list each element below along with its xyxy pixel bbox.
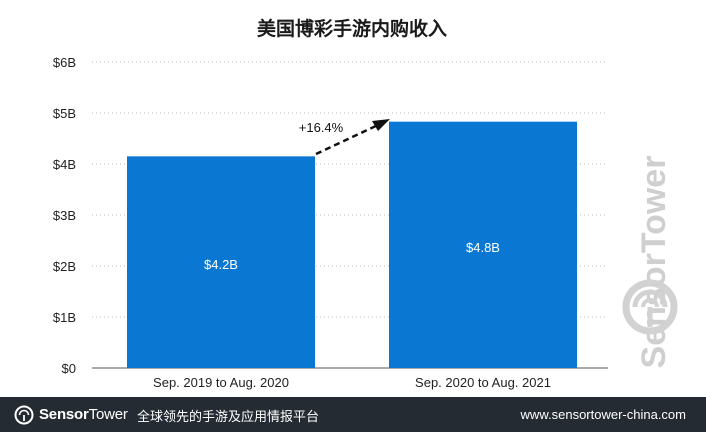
y-tick-label: $5B <box>53 106 76 121</box>
growth-label: +16.4% <box>299 120 344 135</box>
watermark-logo-icon <box>622 279 678 335</box>
footer-tagline: 全球领先的手游及应用情报平台 <box>137 410 320 425</box>
y-axis-ticks: $0 $1B $2B $3B $4B $5B $6B <box>53 55 76 376</box>
chart-title: 美国博彩手游内购收入 <box>257 17 447 40</box>
growth-arrow <box>315 123 379 156</box>
bar <box>127 156 315 368</box>
footer-brand-name: SensorTower <box>39 406 128 423</box>
watermark-text: SensorTower <box>635 156 673 369</box>
x-axis-ticks: Sep. 2019 to Aug. 2020 Sep. 2020 to Aug. … <box>153 375 551 390</box>
x-tick-label: Sep. 2019 to Aug. 2020 <box>153 375 289 390</box>
growth-annotation: +16.4% <box>299 119 390 156</box>
bars: $4.2B $4.8B <box>127 121 577 368</box>
y-tick-label: $4B <box>53 157 76 172</box>
footer-bar: SensorTower 全球领先的手游及应用情报平台 www.sensortow… <box>0 397 706 432</box>
y-tick-label: $3B <box>53 208 76 223</box>
y-tick-label: $2B <box>53 259 76 274</box>
y-tick-label: $6B <box>53 55 76 70</box>
footer-url[interactable]: www.sensortower-china.com <box>520 407 686 422</box>
sensortower-logo-icon <box>14 405 34 424</box>
y-tick-label: $0 <box>62 361 76 376</box>
growth-arrow-head <box>372 119 390 131</box>
y-tick-label: $1B <box>53 310 76 325</box>
sensortower-watermark: SensorTower <box>622 156 678 369</box>
chart: 美国博彩手游内购收入 SensorTower $4.2B$4.8B $0$1B$… <box>53 17 678 390</box>
bar-data-label: $4.8B <box>466 240 500 255</box>
x-tick-label: Sep. 2020 to Aug. 2021 <box>415 375 551 390</box>
brand-bold: Sensor <box>39 406 89 423</box>
bar-data-label: $4.2B <box>204 257 238 272</box>
footer-brand: SensorTower <box>14 404 128 425</box>
brand-light: Tower <box>88 406 128 423</box>
bar <box>389 121 577 368</box>
